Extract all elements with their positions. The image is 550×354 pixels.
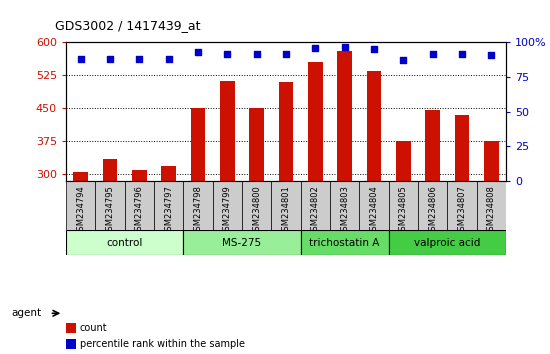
Bar <box>73 172 88 306</box>
Bar <box>132 170 147 306</box>
Text: agent: agent <box>11 308 41 318</box>
Text: GSM234801: GSM234801 <box>282 185 290 236</box>
Text: control: control <box>107 238 143 247</box>
Bar <box>425 110 440 306</box>
Text: GSM234795: GSM234795 <box>106 185 114 236</box>
Point <box>370 47 378 52</box>
Bar <box>66 230 183 255</box>
Bar <box>301 230 389 255</box>
Text: GDS3002 / 1417439_at: GDS3002 / 1417439_at <box>55 19 201 32</box>
Bar <box>367 71 381 306</box>
Bar <box>396 142 411 306</box>
Bar <box>301 181 330 230</box>
Text: GSM234800: GSM234800 <box>252 185 261 236</box>
Point <box>311 45 320 51</box>
Text: trichostatin A: trichostatin A <box>310 238 380 247</box>
Bar <box>66 181 95 230</box>
Bar <box>95 181 125 230</box>
Text: GSM234805: GSM234805 <box>399 185 408 236</box>
Text: GSM234803: GSM234803 <box>340 185 349 236</box>
Bar <box>220 81 235 306</box>
Bar <box>183 181 213 230</box>
Bar <box>103 159 117 306</box>
Point <box>164 56 173 62</box>
Bar <box>125 181 154 230</box>
Bar <box>455 115 469 306</box>
Text: GSM234798: GSM234798 <box>194 185 202 236</box>
Point <box>76 56 85 62</box>
Point <box>428 51 437 56</box>
Text: GSM234799: GSM234799 <box>223 185 232 236</box>
Point <box>252 51 261 56</box>
Bar <box>477 181 506 230</box>
Bar <box>389 230 506 255</box>
Point <box>106 56 114 62</box>
Bar <box>447 181 477 230</box>
Bar <box>249 108 264 306</box>
Bar <box>279 82 293 306</box>
Bar <box>389 181 418 230</box>
Bar <box>337 51 352 306</box>
Bar <box>330 181 359 230</box>
Bar <box>359 181 389 230</box>
Text: GSM234804: GSM234804 <box>370 185 378 236</box>
Text: GSM234797: GSM234797 <box>164 185 173 236</box>
Point <box>223 51 232 56</box>
Text: valproic acid: valproic acid <box>414 238 481 247</box>
Bar <box>271 181 301 230</box>
Text: GSM234796: GSM234796 <box>135 185 144 236</box>
Bar <box>484 142 499 306</box>
Bar <box>308 62 323 306</box>
Point <box>487 52 496 58</box>
Point <box>194 49 202 55</box>
Point <box>399 58 408 63</box>
Bar <box>191 108 205 306</box>
Text: GSM234794: GSM234794 <box>76 185 85 236</box>
Point <box>135 56 144 62</box>
Bar <box>154 181 183 230</box>
Text: percentile rank within the sample: percentile rank within the sample <box>80 339 245 349</box>
Point <box>340 44 349 50</box>
Text: GSM234808: GSM234808 <box>487 185 496 236</box>
Text: MS-275: MS-275 <box>222 238 262 247</box>
Bar <box>213 181 242 230</box>
Point <box>458 51 466 56</box>
Bar <box>161 166 176 306</box>
Text: count: count <box>80 323 107 333</box>
Text: GSM234807: GSM234807 <box>458 185 466 236</box>
Bar <box>418 181 447 230</box>
Text: GSM234806: GSM234806 <box>428 185 437 236</box>
Text: GSM234802: GSM234802 <box>311 185 320 236</box>
Bar <box>183 230 301 255</box>
Bar <box>242 181 271 230</box>
Point <box>282 51 290 56</box>
